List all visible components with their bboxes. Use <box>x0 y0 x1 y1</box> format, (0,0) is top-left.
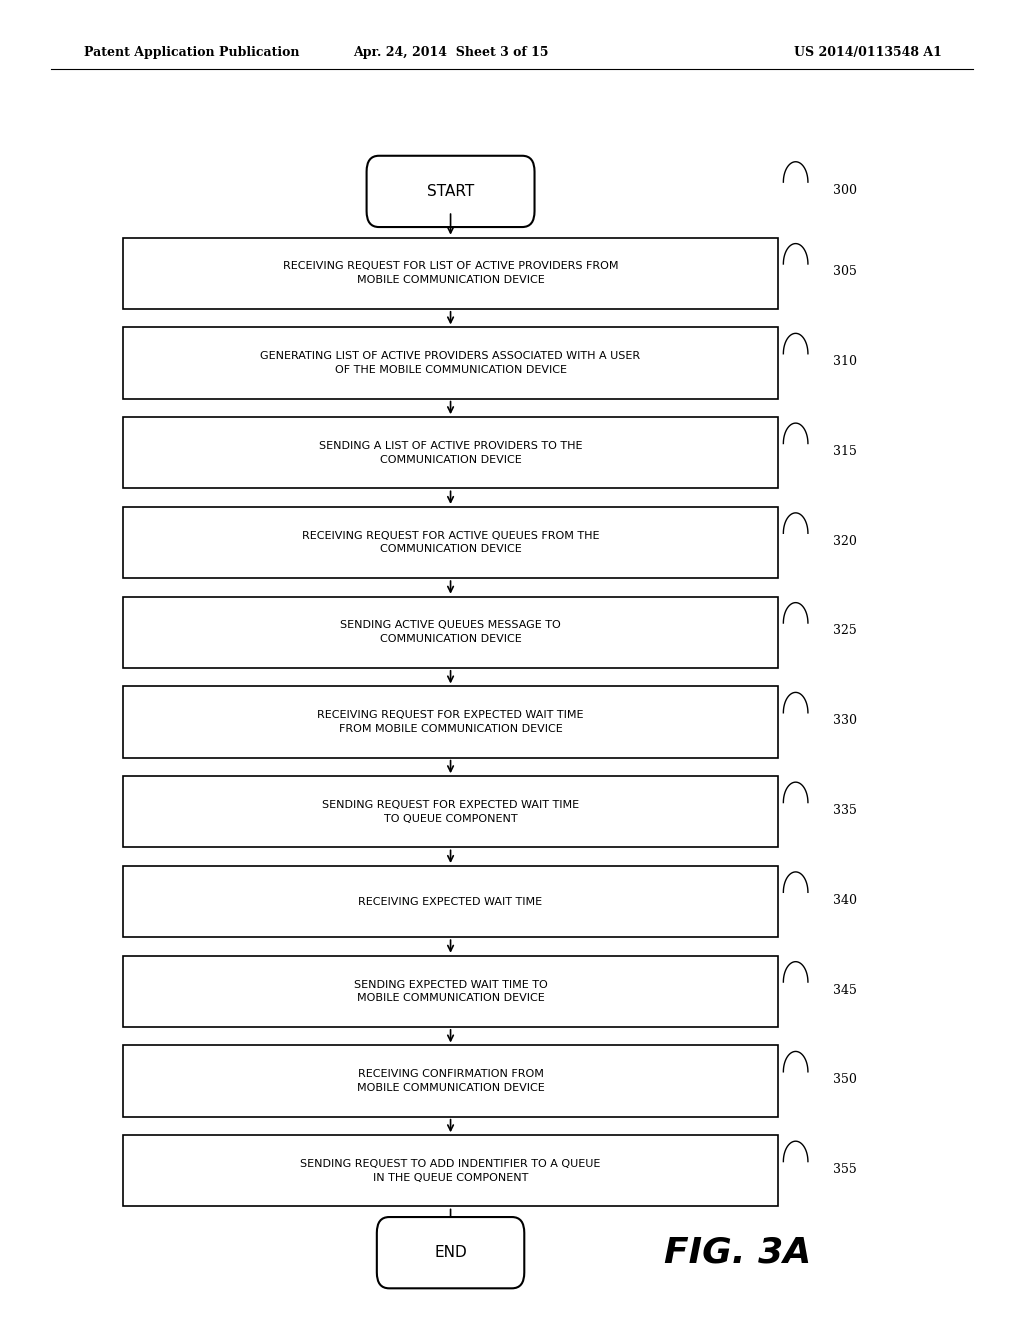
Text: 315: 315 <box>833 445 856 458</box>
Bar <box>123 866 778 937</box>
Text: 325: 325 <box>833 624 856 638</box>
Text: 355: 355 <box>833 1163 856 1176</box>
Bar <box>123 1045 778 1117</box>
Text: US 2014/0113548 A1: US 2014/0113548 A1 <box>795 46 942 59</box>
Text: RECEIVING REQUEST FOR ACTIVE QUEUES FROM THE
COMMUNICATION DEVICE: RECEIVING REQUEST FOR ACTIVE QUEUES FROM… <box>302 531 599 554</box>
Bar <box>123 417 778 488</box>
Bar <box>123 686 778 758</box>
Text: 330: 330 <box>833 714 856 727</box>
Text: RECEIVING EXPECTED WAIT TIME: RECEIVING EXPECTED WAIT TIME <box>358 896 543 907</box>
Text: 350: 350 <box>833 1073 856 1086</box>
Bar <box>123 1135 778 1206</box>
Text: GENERATING LIST OF ACTIVE PROVIDERS ASSOCIATED WITH A USER
OF THE MOBILE COMMUNI: GENERATING LIST OF ACTIVE PROVIDERS ASSO… <box>260 351 641 375</box>
Text: SENDING REQUEST FOR EXPECTED WAIT TIME
TO QUEUE COMPONENT: SENDING REQUEST FOR EXPECTED WAIT TIME T… <box>322 800 580 824</box>
Text: 335: 335 <box>833 804 856 817</box>
Bar <box>123 956 778 1027</box>
Text: 300: 300 <box>833 183 856 197</box>
Text: RECEIVING REQUEST FOR EXPECTED WAIT TIME
FROM MOBILE COMMUNICATION DEVICE: RECEIVING REQUEST FOR EXPECTED WAIT TIME… <box>317 710 584 734</box>
Text: 305: 305 <box>833 265 856 279</box>
Text: Apr. 24, 2014  Sheet 3 of 15: Apr. 24, 2014 Sheet 3 of 15 <box>353 46 548 59</box>
Bar <box>123 507 778 578</box>
Text: 320: 320 <box>833 535 856 548</box>
Text: 345: 345 <box>833 983 856 997</box>
Text: RECEIVING CONFIRMATION FROM
MOBILE COMMUNICATION DEVICE: RECEIVING CONFIRMATION FROM MOBILE COMMU… <box>356 1069 545 1093</box>
FancyBboxPatch shape <box>377 1217 524 1288</box>
FancyBboxPatch shape <box>367 156 535 227</box>
Bar <box>123 597 778 668</box>
Text: SENDING ACTIVE QUEUES MESSAGE TO
COMMUNICATION DEVICE: SENDING ACTIVE QUEUES MESSAGE TO COMMUNI… <box>340 620 561 644</box>
Bar <box>123 776 778 847</box>
Text: SENDING EXPECTED WAIT TIME TO
MOBILE COMMUNICATION DEVICE: SENDING EXPECTED WAIT TIME TO MOBILE COM… <box>353 979 548 1003</box>
Text: 340: 340 <box>833 894 856 907</box>
Text: START: START <box>427 183 474 199</box>
Bar <box>123 238 778 309</box>
Text: SENDING A LIST OF ACTIVE PROVIDERS TO THE
COMMUNICATION DEVICE: SENDING A LIST OF ACTIVE PROVIDERS TO TH… <box>318 441 583 465</box>
Text: FIG. 3A: FIG. 3A <box>664 1236 811 1270</box>
Text: SENDING REQUEST TO ADD INDENTIFIER TO A QUEUE
IN THE QUEUE COMPONENT: SENDING REQUEST TO ADD INDENTIFIER TO A … <box>300 1159 601 1183</box>
Bar <box>123 327 778 399</box>
Text: Patent Application Publication: Patent Application Publication <box>84 46 299 59</box>
Text: END: END <box>434 1245 467 1261</box>
Text: RECEIVING REQUEST FOR LIST OF ACTIVE PROVIDERS FROM
MOBILE COMMUNICATION DEVICE: RECEIVING REQUEST FOR LIST OF ACTIVE PRO… <box>283 261 618 285</box>
Text: 310: 310 <box>833 355 856 368</box>
